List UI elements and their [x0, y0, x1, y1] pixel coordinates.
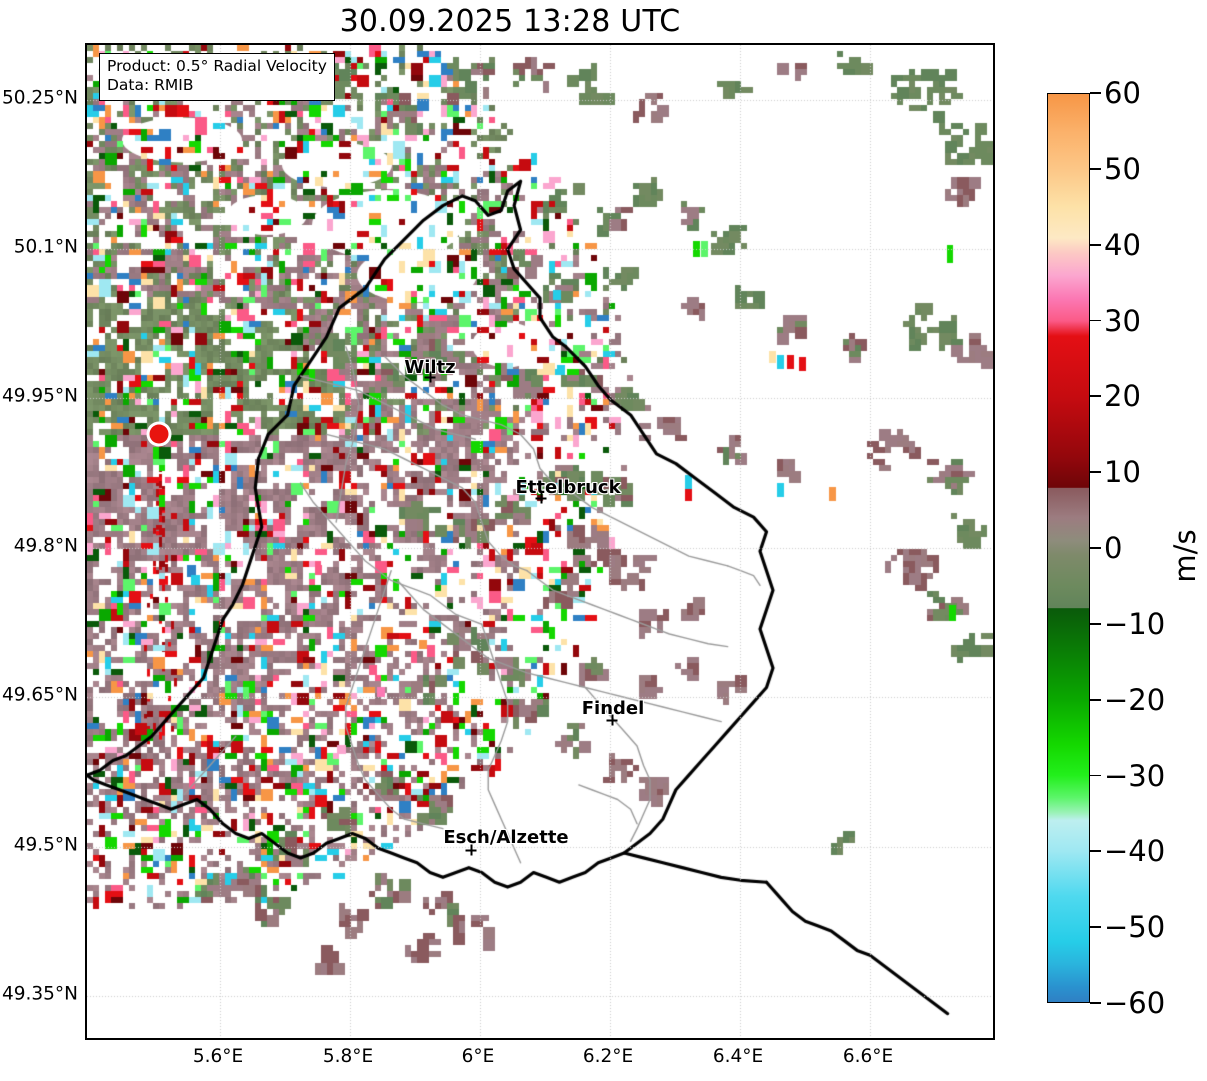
lat-tick-label: 49.35°N	[1, 983, 78, 1005]
lon-tick-label: 5.6°E	[192, 1046, 244, 1067]
colorbar-tick-label: −10	[1104, 606, 1166, 641]
radar-map-plot[interactable]: Product: 0.5° Radial Velocity Data: RMIB…	[85, 43, 995, 1040]
lat-tick-label: 49.8°N	[13, 535, 78, 557]
lat-tick-label: 49.95°N	[1, 385, 78, 407]
colorbar-tick-label: 10	[1104, 455, 1141, 490]
colorbar-tick	[1090, 774, 1101, 777]
city-marker-cross	[606, 714, 618, 726]
product-line: Product: 0.5° Radial Velocity	[107, 57, 327, 75]
city-marker-cross	[465, 844, 477, 856]
colorbar-tick-label: −20	[1104, 682, 1166, 717]
colorbar-tick	[1090, 395, 1101, 398]
lon-tick-label: 5.8°E	[322, 1046, 374, 1067]
colorbar-tick-label: 20	[1104, 379, 1141, 414]
lon-tick-label: 6.2°E	[582, 1046, 634, 1067]
colorbar-tick	[1090, 319, 1101, 322]
lat-tick-label: 50.1°N	[13, 236, 78, 258]
colorbar-tick-label: −60	[1104, 986, 1166, 1020]
colorbar-tick	[1090, 92, 1101, 94]
radar-site-marker	[149, 424, 169, 444]
colorbar-tick-label: −40	[1104, 834, 1166, 869]
colorbar-tick	[1090, 1002, 1101, 1004]
colorbar-tick-label: 0	[1104, 531, 1123, 565]
colorbar-tick	[1090, 547, 1101, 549]
colorbar-tick-label: 60	[1104, 76, 1141, 110]
lon-tick-label: 6°E	[461, 1046, 495, 1067]
city-marker-cross	[424, 371, 436, 383]
colorbar-tick	[1090, 243, 1101, 246]
city-marker-cross	[535, 492, 547, 504]
colorbar-tick	[1090, 622, 1101, 625]
lat-lon-grid-layer	[87, 45, 993, 1038]
colorbar-tick-label: −30	[1104, 758, 1166, 793]
colorbar-tick	[1090, 850, 1101, 853]
page-title: 30.09.2025 13:28 UTC	[339, 4, 681, 39]
lon-tick-label: 6.6°E	[842, 1046, 894, 1067]
colorbar[interactable]	[1047, 93, 1090, 1003]
colorbar-tick-label: 50	[1104, 151, 1141, 186]
colorbar-tick-label: 30	[1104, 303, 1141, 338]
colorbar-tick	[1090, 926, 1101, 929]
colorbar-tick	[1090, 167, 1101, 170]
lat-tick-label: 50.25°N	[1, 87, 78, 109]
colorbar-tick-label: −50	[1104, 910, 1166, 945]
city-label: Ettelbruck	[515, 477, 621, 498]
colorbar-tick	[1090, 471, 1101, 474]
lat-tick-label: 49.5°N	[13, 834, 78, 856]
product-info-box: Product: 0.5° Radial Velocity Data: RMIB	[99, 53, 335, 101]
colorbar-tick	[1090, 698, 1101, 701]
data-source-line: Data: RMIB	[107, 76, 194, 95]
city-label: Wiltz	[404, 357, 456, 378]
colorbar-tick-label: 40	[1104, 227, 1141, 262]
city-label: Esch/Alzette	[443, 827, 569, 848]
lon-tick-label: 6.4°E	[712, 1046, 764, 1067]
city-label: Findel	[581, 698, 645, 719]
colorbar-unit-label: m/s	[1168, 529, 1202, 583]
colorbar-gradient	[1048, 94, 1089, 1002]
lat-tick-label: 49.65°N	[1, 684, 78, 706]
